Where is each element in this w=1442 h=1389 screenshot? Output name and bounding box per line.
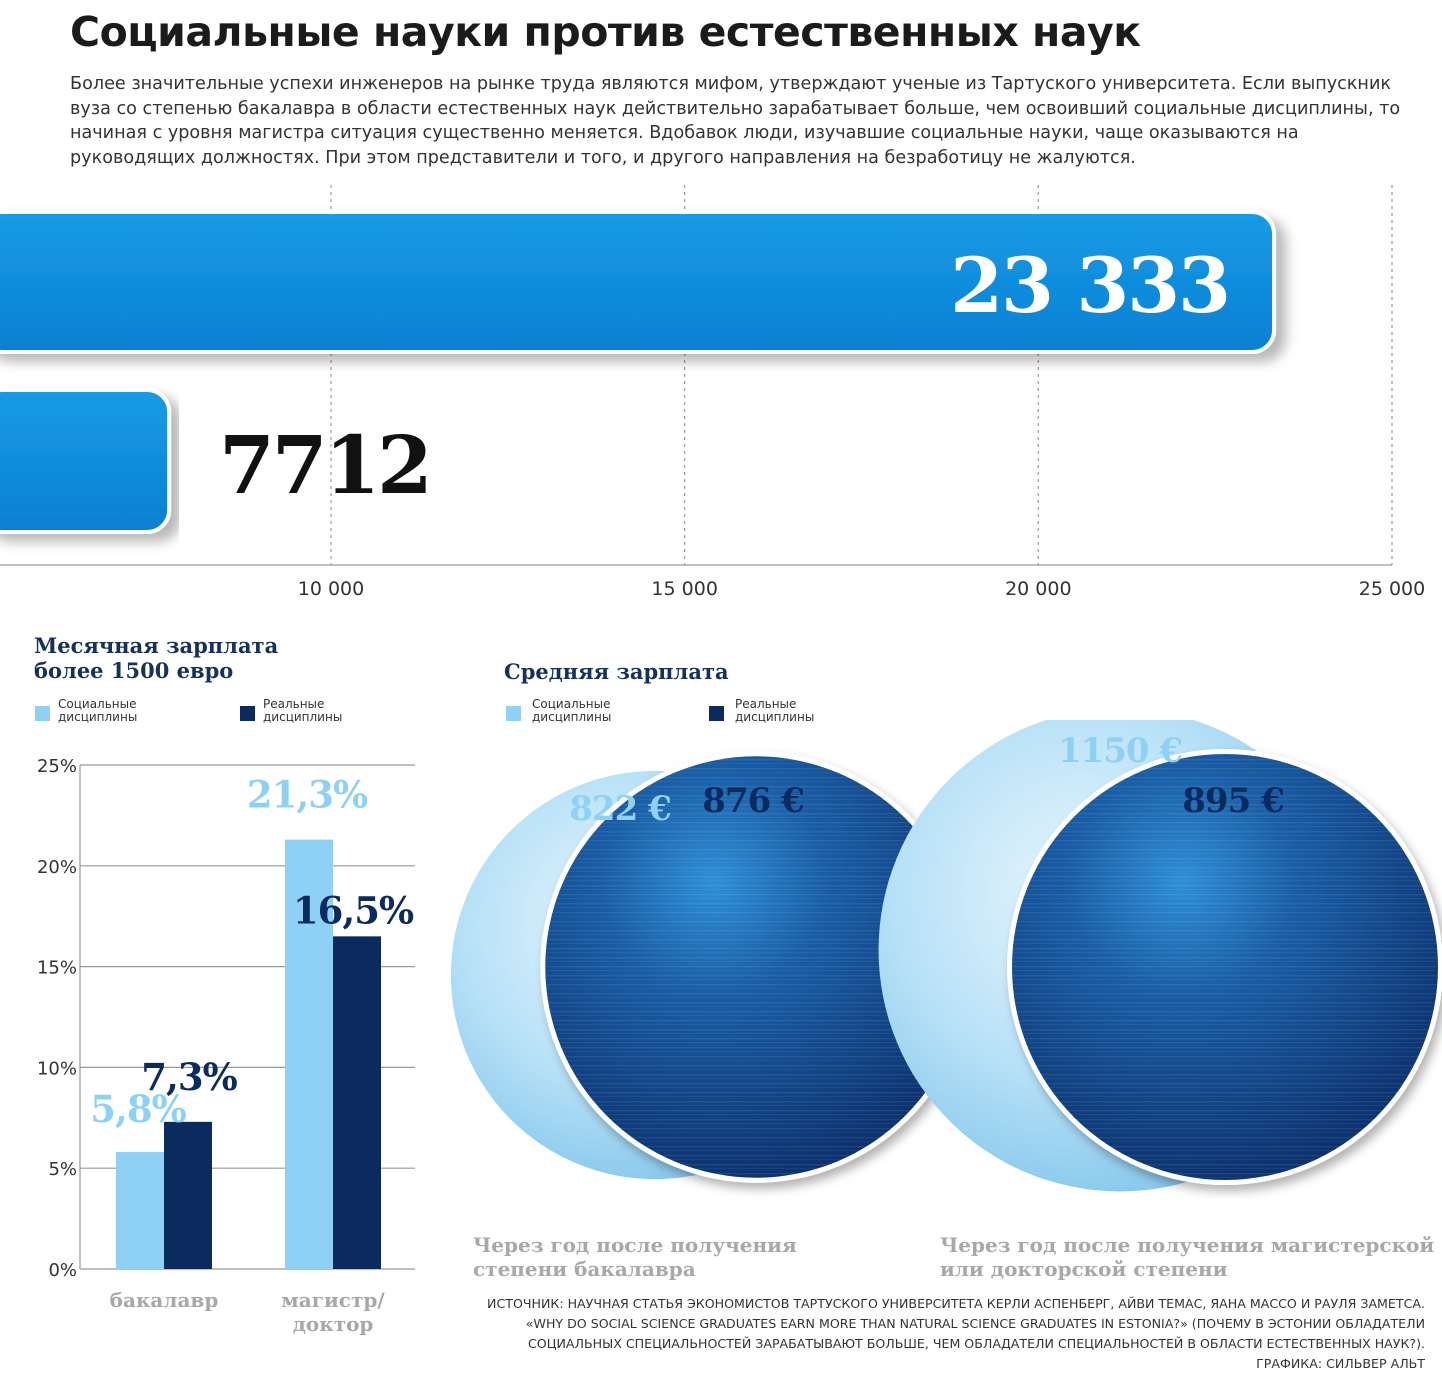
bar-value-label: 23 333 <box>950 241 1229 330</box>
category-label: магистр/ <box>281 1288 385 1312</box>
bubble-real-texture <box>545 756 967 1178</box>
bubble-value-social: 1150 € <box>1058 731 1182 771</box>
legend-swatch-real <box>240 706 255 721</box>
bubble-chart-title: Средняя зарплата <box>504 659 729 684</box>
column-bar <box>333 936 381 1269</box>
column-value-label: 16,5% <box>293 888 414 932</box>
column-value-label: 7,3% <box>141 1055 237 1099</box>
y-tick-label: 5% <box>48 1159 77 1180</box>
bubble-value-social: 822 € <box>569 789 671 829</box>
column-bar <box>164 1121 212 1269</box>
y-tick-label: 15% <box>37 958 77 979</box>
horizontal-bar-chart: 10 000 15 000 20 000 25 000 23 333 7712 <box>0 185 1425 600</box>
legend-label-social-2: Социальные дисциплины <box>532 697 612 724</box>
x-tick-label: 20 000 <box>1005 578 1071 600</box>
column-value-label: 5,8% <box>90 1087 186 1131</box>
column-chart: 0% 5% 10% 15% 20% 25% 5,8% 21,3% 7,3% 16,5% бакал… <box>37 756 415 1336</box>
x-tick-label: 15 000 <box>651 578 717 600</box>
caption-master: Через год после получения магистерской и… <box>940 1233 1435 1281</box>
y-tick-label: 10% <box>37 1058 77 1079</box>
intro-text: Более значительные успехи инженеров на р… <box>70 74 1401 168</box>
column-bar <box>285 839 333 1269</box>
bar-value-label: 7712 <box>219 418 430 512</box>
category-label: доктор <box>293 1312 374 1336</box>
y-tick-label: 25% <box>37 756 77 777</box>
y-tick-label: 20% <box>37 857 77 878</box>
bar <box>0 388 172 534</box>
bar <box>0 210 1277 354</box>
caption-bachelor: Через год после получения степени бакала… <box>473 1233 797 1281</box>
legend-swatch-social-2 <box>506 706 521 721</box>
y-tick-label: 0% <box>48 1260 77 1281</box>
legend-swatch-real-2 <box>709 706 724 721</box>
legend-label-real: Реальные дисциплины <box>263 697 343 724</box>
column-value-label: 21,3% <box>247 773 368 817</box>
bubble-value-real: 895 € <box>1182 781 1284 821</box>
bubble-chart: 822 € 876 € 1150 €895 € <box>450 720 1442 1192</box>
column-chart-title: Месячная зарплата более 1500 евро <box>34 633 279 683</box>
page-title: Социальные науки против естественных нау… <box>70 8 1141 56</box>
category-label: бакалавр <box>110 1288 219 1312</box>
source-note: Источник: научная статья экономистов Тар… <box>487 1296 1425 1371</box>
legend-label-real-2: Реальные дисциплины <box>735 697 815 724</box>
bubble-real-texture <box>1011 753 1439 1181</box>
x-tick-label: 25 000 <box>1359 578 1425 600</box>
bubble-value-real: 876 € <box>702 781 804 821</box>
column-bar <box>116 1152 164 1269</box>
legend-label-social: Социальные дисциплины <box>58 697 138 724</box>
x-tick-label: 10 000 <box>298 578 364 600</box>
legend-swatch-social <box>35 706 50 721</box>
